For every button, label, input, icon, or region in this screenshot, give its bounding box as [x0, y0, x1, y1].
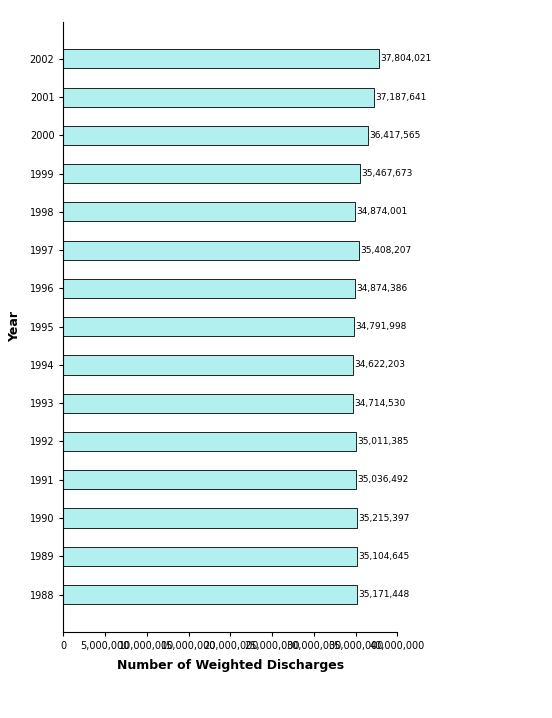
- Bar: [63, 126, 368, 145]
- Text: 34,622,203: 34,622,203: [354, 360, 405, 370]
- Text: 36,417,565: 36,417,565: [369, 131, 420, 140]
- Text: 35,408,207: 35,408,207: [360, 246, 412, 255]
- Bar: [63, 432, 356, 451]
- Y-axis label: Year: Year: [8, 311, 22, 342]
- Text: 34,874,386: 34,874,386: [356, 284, 407, 293]
- X-axis label: Number of Weighted Discharges: Number of Weighted Discharges: [117, 659, 344, 672]
- Text: 35,036,492: 35,036,492: [357, 475, 408, 484]
- Bar: [63, 88, 374, 107]
- Text: 34,874,001: 34,874,001: [356, 208, 407, 216]
- Text: 34,714,530: 34,714,530: [354, 398, 406, 408]
- Bar: [63, 317, 354, 336]
- Bar: [63, 585, 357, 604]
- Bar: [63, 470, 356, 489]
- Text: 35,215,397: 35,215,397: [359, 513, 410, 523]
- Bar: [63, 241, 359, 260]
- Text: 35,171,448: 35,171,448: [358, 590, 410, 599]
- Bar: [63, 164, 359, 183]
- Bar: [63, 508, 358, 528]
- Bar: [63, 393, 353, 413]
- Text: 37,804,021: 37,804,021: [380, 55, 432, 63]
- Text: 35,467,673: 35,467,673: [361, 169, 412, 178]
- Bar: [63, 202, 354, 221]
- Bar: [63, 50, 379, 68]
- Text: 34,791,998: 34,791,998: [355, 322, 407, 331]
- Bar: [63, 279, 354, 298]
- Text: 35,011,385: 35,011,385: [357, 437, 408, 446]
- Bar: [63, 546, 357, 566]
- Text: 37,187,641: 37,187,641: [375, 93, 427, 102]
- Bar: [63, 355, 353, 375]
- Text: 35,104,645: 35,104,645: [358, 551, 409, 561]
